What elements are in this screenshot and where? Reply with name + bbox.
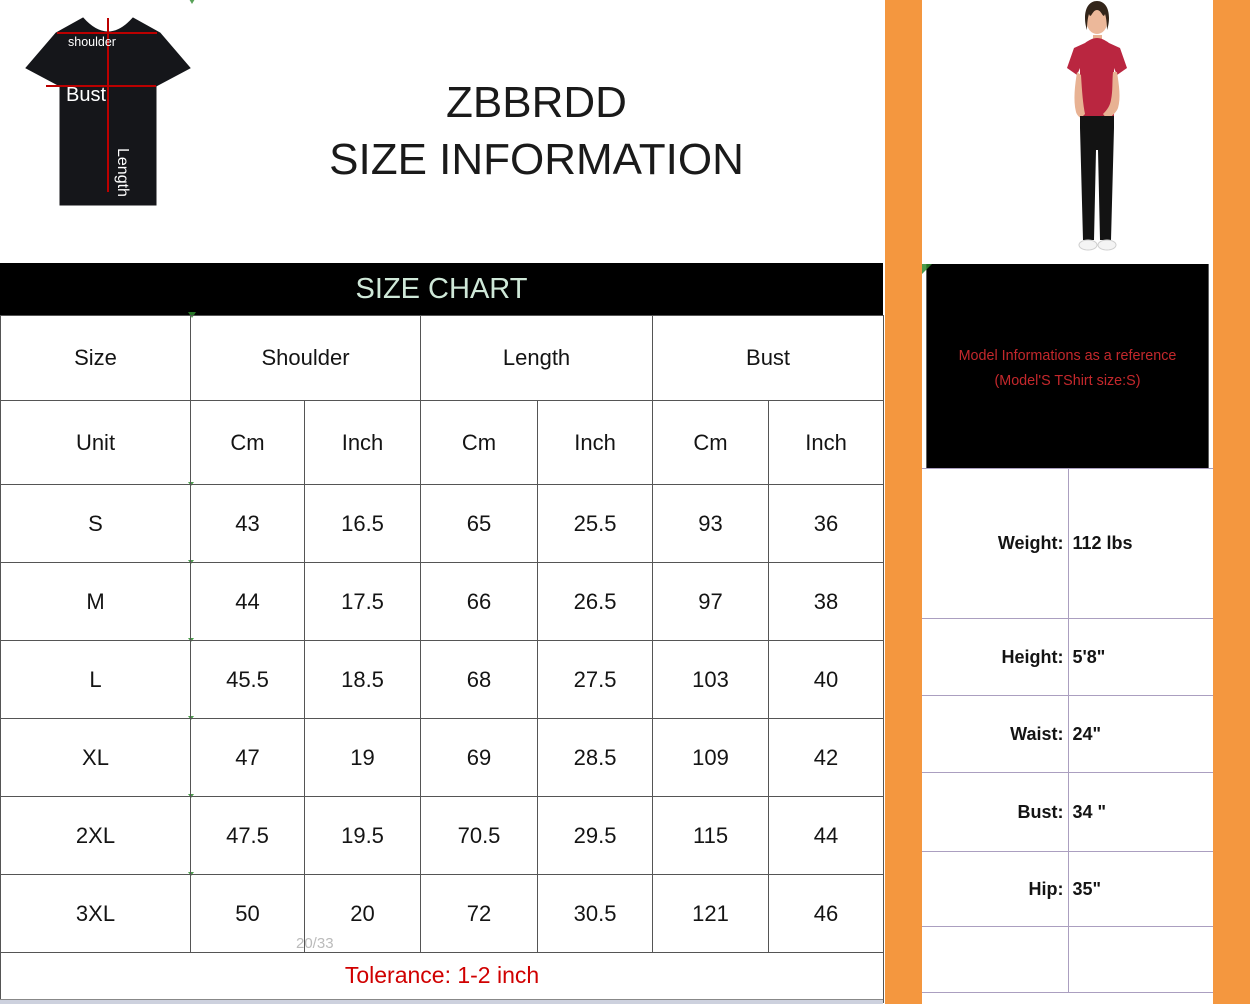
svg-text:Bust: Bust: [66, 84, 106, 106]
svg-text:Length: Length: [114, 148, 131, 197]
svg-text:shoulder: shoulder: [68, 35, 116, 49]
